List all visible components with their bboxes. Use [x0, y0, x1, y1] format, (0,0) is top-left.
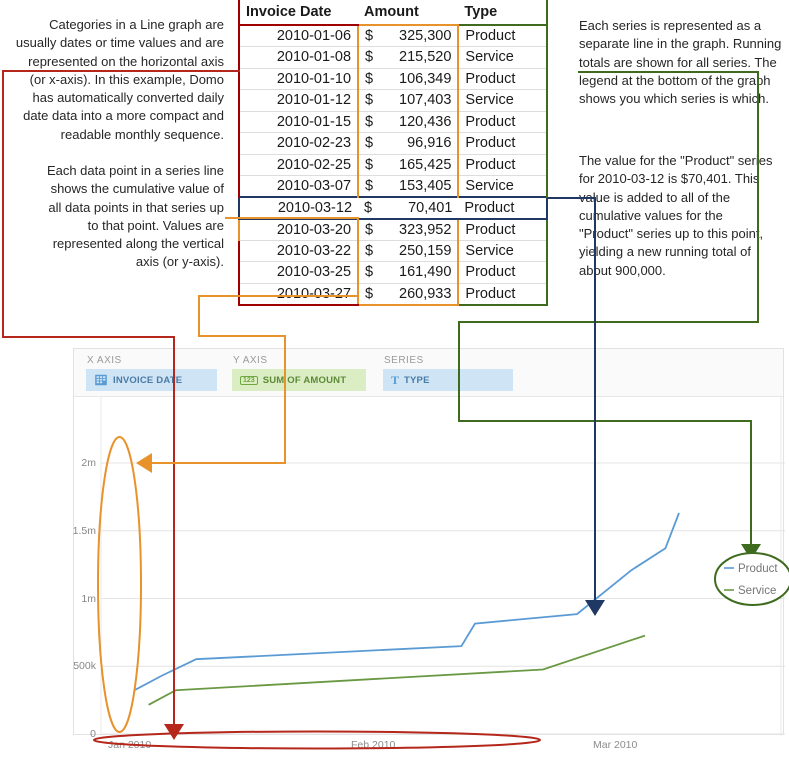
svg-text:1m: 1m: [81, 593, 96, 605]
svg-text:0: 0: [90, 728, 96, 740]
svg-text:2m: 2m: [81, 457, 96, 469]
svg-text:1.5m: 1.5m: [73, 525, 97, 537]
svg-text:Feb 2010: Feb 2010: [351, 739, 396, 751]
svg-text:Jan 2010: Jan 2010: [108, 739, 151, 751]
svg-text:500k: 500k: [73, 660, 97, 672]
svg-text:Mar 2010: Mar 2010: [593, 739, 638, 751]
